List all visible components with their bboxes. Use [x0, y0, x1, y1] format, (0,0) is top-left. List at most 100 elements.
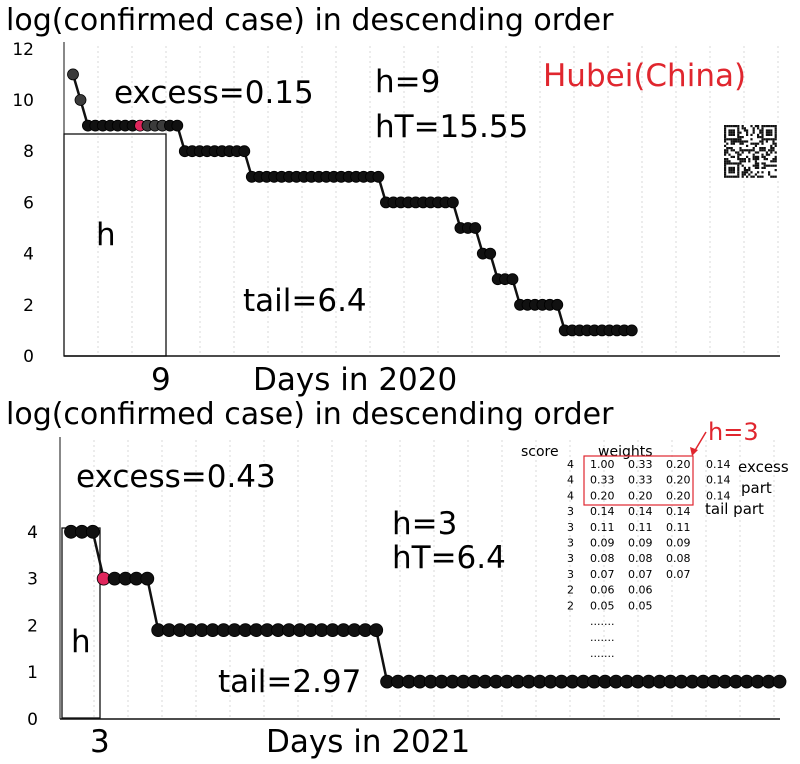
qr-module	[724, 175, 727, 178]
qr-module	[768, 129, 771, 132]
qr-module	[737, 162, 740, 165]
qr-module	[724, 160, 727, 163]
qr-module	[741, 164, 744, 167]
qr-module	[754, 158, 757, 161]
qr-module	[763, 149, 766, 152]
qr-module	[726, 175, 729, 178]
qr-module	[737, 158, 740, 161]
weights-table-weight-cell: 0.08	[590, 552, 615, 565]
qr-module	[737, 173, 740, 176]
y-tick-label: 12	[12, 40, 34, 60]
qr-module	[772, 149, 775, 152]
data-point	[469, 222, 482, 234]
qr-module	[732, 155, 735, 158]
qr-module	[768, 149, 771, 152]
qr-module	[759, 140, 762, 143]
qr-module	[741, 175, 744, 178]
weights-table-weight-cell: 0.06	[628, 584, 653, 597]
qr-module	[730, 149, 733, 152]
qr-module	[757, 166, 760, 169]
qr-module	[739, 162, 742, 165]
qr-module	[739, 131, 742, 134]
chart-bottom: log(confirmed case) in descending order …	[6, 397, 789, 760]
qr-module	[761, 131, 764, 134]
qr-module	[761, 175, 764, 178]
qr-module	[759, 136, 762, 139]
y-tick-label: 2	[27, 616, 38, 636]
qr-module	[739, 138, 742, 141]
chart-bottom-y-ticks: 0 1 2 3 4	[27, 523, 38, 730]
h-callout-arrowhead	[690, 447, 698, 456]
chart-top-box-label: h	[96, 217, 116, 253]
qr-module	[774, 155, 777, 158]
chart-top-h-label: h=9	[375, 64, 440, 100]
qr-module	[765, 129, 768, 132]
qr-module	[724, 144, 727, 147]
qr-module	[768, 171, 771, 174]
qr-module	[746, 149, 749, 152]
qr-module	[765, 138, 768, 141]
qr-module	[770, 133, 773, 136]
qr-module	[726, 142, 729, 145]
qr-module	[728, 171, 731, 174]
weights-table-score-cell: 3	[567, 537, 574, 550]
qr-module	[741, 173, 744, 176]
qr-module	[748, 158, 751, 161]
qr-module	[772, 138, 775, 141]
qr-module	[724, 131, 727, 134]
qr-module	[724, 173, 727, 176]
chart-top-region-label: Hubei(China)	[543, 58, 746, 94]
weights-table-weight-cell: 0.11	[628, 521, 653, 534]
qr-module	[724, 136, 727, 139]
qr-module	[735, 162, 738, 165]
qr-module	[770, 138, 773, 141]
weights-table-weight-cell: 0.20	[628, 489, 653, 502]
qr-module	[765, 133, 768, 136]
weights-table-weight-cell: 0.14	[706, 474, 731, 487]
weights-table-weight-cell: 0.07	[590, 568, 615, 581]
qr-module	[739, 160, 742, 163]
qr-module	[768, 164, 771, 167]
qr-module	[757, 155, 760, 158]
weights-table-weight-cell: 0.33	[628, 474, 653, 487]
qr-module	[774, 151, 777, 154]
qr-module	[763, 155, 766, 158]
data-point	[238, 145, 251, 158]
qr-module	[770, 160, 773, 163]
qr-module	[726, 138, 729, 141]
weights-table-score-cell: 2	[567, 599, 574, 612]
qr-module	[741, 136, 744, 139]
qr-module	[726, 160, 729, 163]
qr-module	[752, 129, 755, 132]
qr-module	[732, 142, 735, 145]
chart-bottom-excess-label: excess=0.43	[76, 459, 276, 495]
qr-module	[737, 169, 740, 172]
data-point	[74, 94, 87, 106]
weights-table-score-cell: 4	[567, 489, 574, 502]
qr-module	[730, 131, 733, 134]
qr-module	[737, 166, 740, 169]
chart-bottom-h-label: h=3	[392, 506, 457, 542]
weights-table-weight-cell: 0.11	[590, 521, 615, 534]
data-point	[484, 247, 497, 260]
qr-module	[748, 173, 751, 176]
weights-table-weight-cell: 0.07	[628, 568, 653, 581]
qr-module	[741, 151, 744, 154]
qr-module	[752, 153, 755, 156]
qr-module	[748, 169, 751, 172]
qr-module	[724, 140, 727, 143]
y-tick-label: 3	[27, 570, 38, 590]
qr-module	[772, 160, 775, 163]
qr-module	[737, 151, 740, 154]
qr-module	[772, 142, 775, 145]
weights-table-score-cell: 3	[567, 521, 574, 534]
qr-module	[754, 173, 757, 176]
qr-module	[741, 149, 744, 152]
qr-module	[774, 169, 777, 172]
y-tick-label: 4	[27, 523, 38, 543]
qr-module	[761, 171, 764, 174]
qr-module	[739, 136, 742, 139]
qr-module	[737, 171, 740, 174]
side-label-tail-part: tail part	[705, 500, 764, 518]
qr-module	[735, 175, 738, 178]
